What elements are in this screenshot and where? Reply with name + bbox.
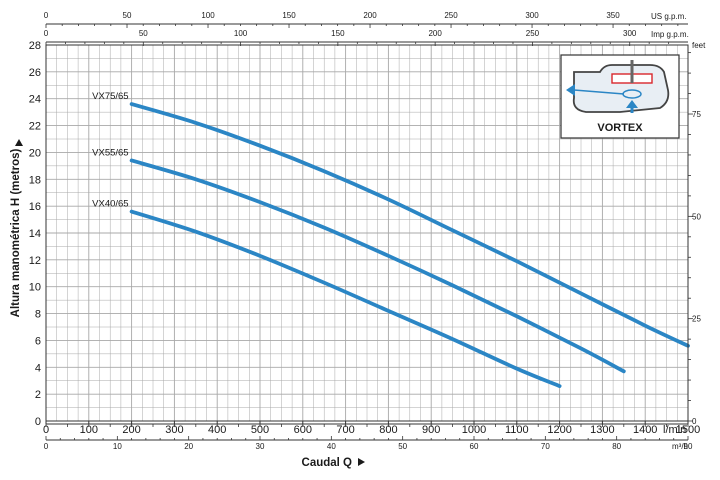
us-gpm-tick-label: 0 [44,11,49,20]
imp-gpm-tick-label: 0 [44,29,49,38]
outflow-arrow-icon [566,84,575,96]
x-unit-label-lmin: l/min [663,424,686,436]
series-name-label: VX55/65 [92,147,128,158]
y-tick-label: 4 [35,362,41,374]
us-gpm-tick-label: 350 [606,11,620,20]
us-gpm-tick-label: 250 [444,11,458,20]
x-tick-label: 1000 [462,424,486,436]
us-gpm-tick-label: 300 [525,11,539,20]
series-layer: VX75/65 VX55/65 VX40/65 [92,91,690,388]
m3h-tick-label: 0 [44,442,49,451]
x-tick-label: 0 [43,424,49,436]
us-gpm-tick-label: 200 [363,11,377,20]
x-tick-label: 1200 [547,424,571,436]
x-tick-label: 400 [208,424,226,436]
x-tick-label: 600 [294,424,312,436]
imp-gpm-tick-label: 200 [428,29,442,38]
impeller-housing-icon [572,64,670,113]
x-tick-label: 1500 [676,424,700,436]
feet-tick-label: 50 [692,212,701,221]
axes-layer: 0 100 200 300 400 500 600 700 800 900 1000 1100 1200… [29,11,702,451]
m3h-tick-label: 10 [113,442,122,451]
feet-tick-label: 75 [692,110,701,119]
x-unit-label-imp-gpm: Imp g.p.m. [651,30,689,39]
x-unit-label-us-gpm: US g.p.m. [651,12,687,21]
m3h-tick-label: 50 [398,442,407,451]
m3h-tick-label: 70 [541,442,550,451]
us-gpm-tick-label: 50 [123,11,132,20]
x-axis-arrow-icon [358,458,365,466]
y-tick-label: 2 [35,389,41,401]
x-tick-label: 300 [165,424,183,436]
imp-gpm-tick-label: 150 [331,29,345,38]
x-tick-label: 1300 [590,424,614,436]
imp-gpm-tick-label: 300 [623,29,637,38]
x-tick-label: 800 [379,424,397,436]
m3h-tick-label: 80 [612,442,621,451]
series-name-label: VX40/65 [92,199,128,210]
m3h-tick-label: 30 [256,442,265,451]
y-tick-label: 0 [35,416,41,428]
y-tick-label: 24 [29,94,41,106]
x-tick-label: 500 [251,424,269,436]
y-tick-label: 6 [35,335,41,347]
y-tick-label: 8 [35,309,41,321]
us-gpm-tick-label: 150 [282,11,296,20]
x-axis-label: Caudal Q [302,457,353,469]
y-axis-label: Altura manométrica H (metros) [10,148,22,317]
y-tick-label: 18 [29,174,41,186]
imp-gpm-tick-label: 50 [139,29,148,38]
feet-tick-label: 0 [692,417,697,426]
y-unit-label-feet: feet [692,41,706,50]
x-tick-label: 1400 [633,424,657,436]
y-tick-label: 26 [29,67,41,79]
y-tick-label: 12 [29,255,41,267]
y-tick-label: 28 [29,40,41,52]
x-tick-label: 700 [336,424,354,436]
y-tick-label: 22 [29,121,41,133]
m3h-tick-label: 90 [684,442,693,451]
feet-tick-label: 25 [692,315,701,324]
series-line [129,102,690,348]
x-unit-label-m3h: m³/h [672,442,688,451]
m3h-tick-label: 60 [470,442,479,451]
m3h-tick-label: 20 [184,442,193,451]
x-tick-label: 1100 [505,424,529,436]
x-tick-label: 900 [422,424,440,436]
imp-gpm-tick-label: 100 [234,29,248,38]
vortex-inset: VORTEX [560,54,680,139]
inflow-arrow-icon [626,100,638,108]
imp-gpm-tick-label: 250 [526,29,540,38]
y-tick-label: 14 [29,228,41,240]
y-tick-label: 10 [29,282,41,294]
x-tick-label: 200 [122,424,140,436]
inset-label: VORTEX [597,122,643,134]
y-tick-label: 16 [29,201,41,213]
us-gpm-tick-label: 100 [201,11,215,20]
x-tick-label: 100 [80,424,98,436]
series-line [129,209,562,388]
series-name-label: VX75/65 [92,91,128,102]
y-axis-arrow-icon [15,139,23,146]
y-tick-label: 20 [29,147,41,159]
m3h-tick-label: 40 [327,442,336,451]
